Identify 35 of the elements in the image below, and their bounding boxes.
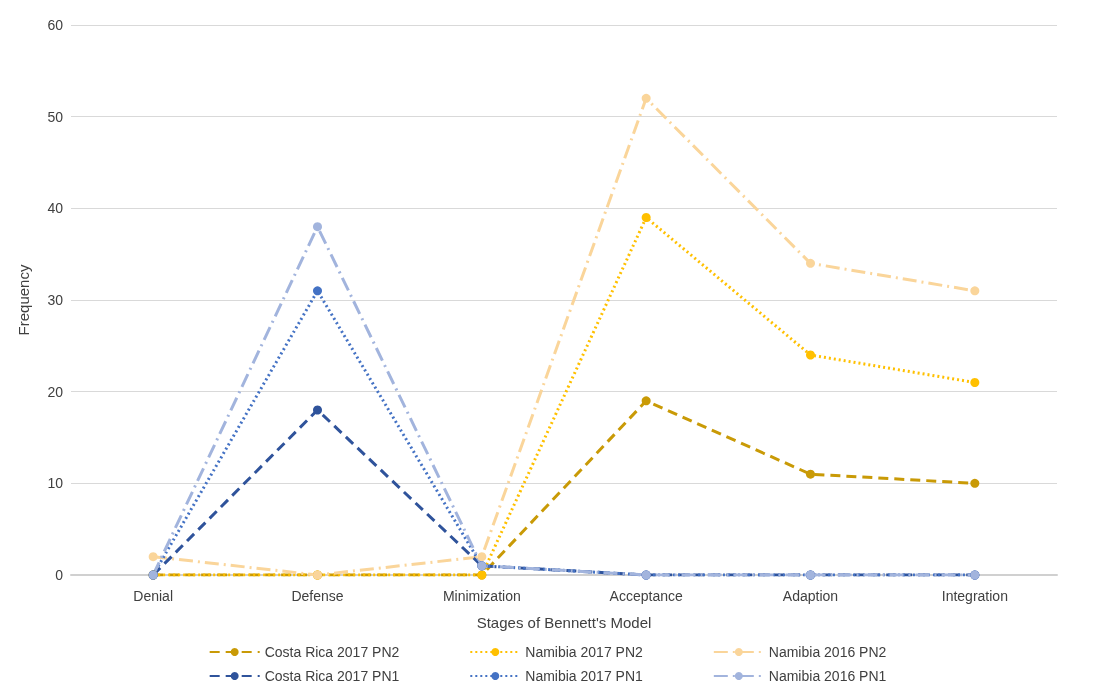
point <box>970 378 980 387</box>
y-tick-label: 60 <box>47 17 64 33</box>
y-axis-title: Frequency <box>15 264 32 336</box>
x-tick-label: Defense <box>291 588 344 604</box>
x-axis-title: Stages of Bennett's Model <box>476 614 652 631</box>
legend-label: Namibia 2016 PN1 <box>768 668 887 684</box>
legend-label: Namibia 2016 PN2 <box>768 644 887 660</box>
point <box>477 552 487 562</box>
legend-label: Costa Rica 2017 PN1 <box>264 668 400 684</box>
point <box>641 93 651 103</box>
point <box>970 286 980 296</box>
legend-label: Namibia 2017 PN1 <box>525 668 644 684</box>
point <box>641 213 651 222</box>
x-tick-label: Minimization <box>442 588 521 604</box>
point <box>970 478 980 488</box>
point <box>313 286 322 296</box>
point <box>148 552 158 562</box>
point <box>641 396 651 406</box>
x-tick-label: Acceptance <box>609 588 683 604</box>
y-tick-label: 20 <box>47 383 64 400</box>
y-tick-label: 40 <box>47 200 64 217</box>
point <box>313 405 322 415</box>
point <box>806 258 815 268</box>
legend-label: Costa Rica 2017 PN2 <box>264 644 400 660</box>
legend-label: Namibia 2017 PN2 <box>525 644 644 660</box>
x-tick-label: Integration <box>941 588 1008 604</box>
x-tick-label: Denial <box>133 588 174 604</box>
y-tick-label: 10 <box>47 475 64 492</box>
point <box>313 222 322 232</box>
point <box>806 469 815 479</box>
y-tick-label: 0 <box>55 567 64 583</box>
y-tick-label: 30 <box>47 292 64 308</box>
point <box>806 350 815 360</box>
y-tick-label: 50 <box>47 108 64 125</box>
x-tick-label: Adaption <box>782 588 839 604</box>
